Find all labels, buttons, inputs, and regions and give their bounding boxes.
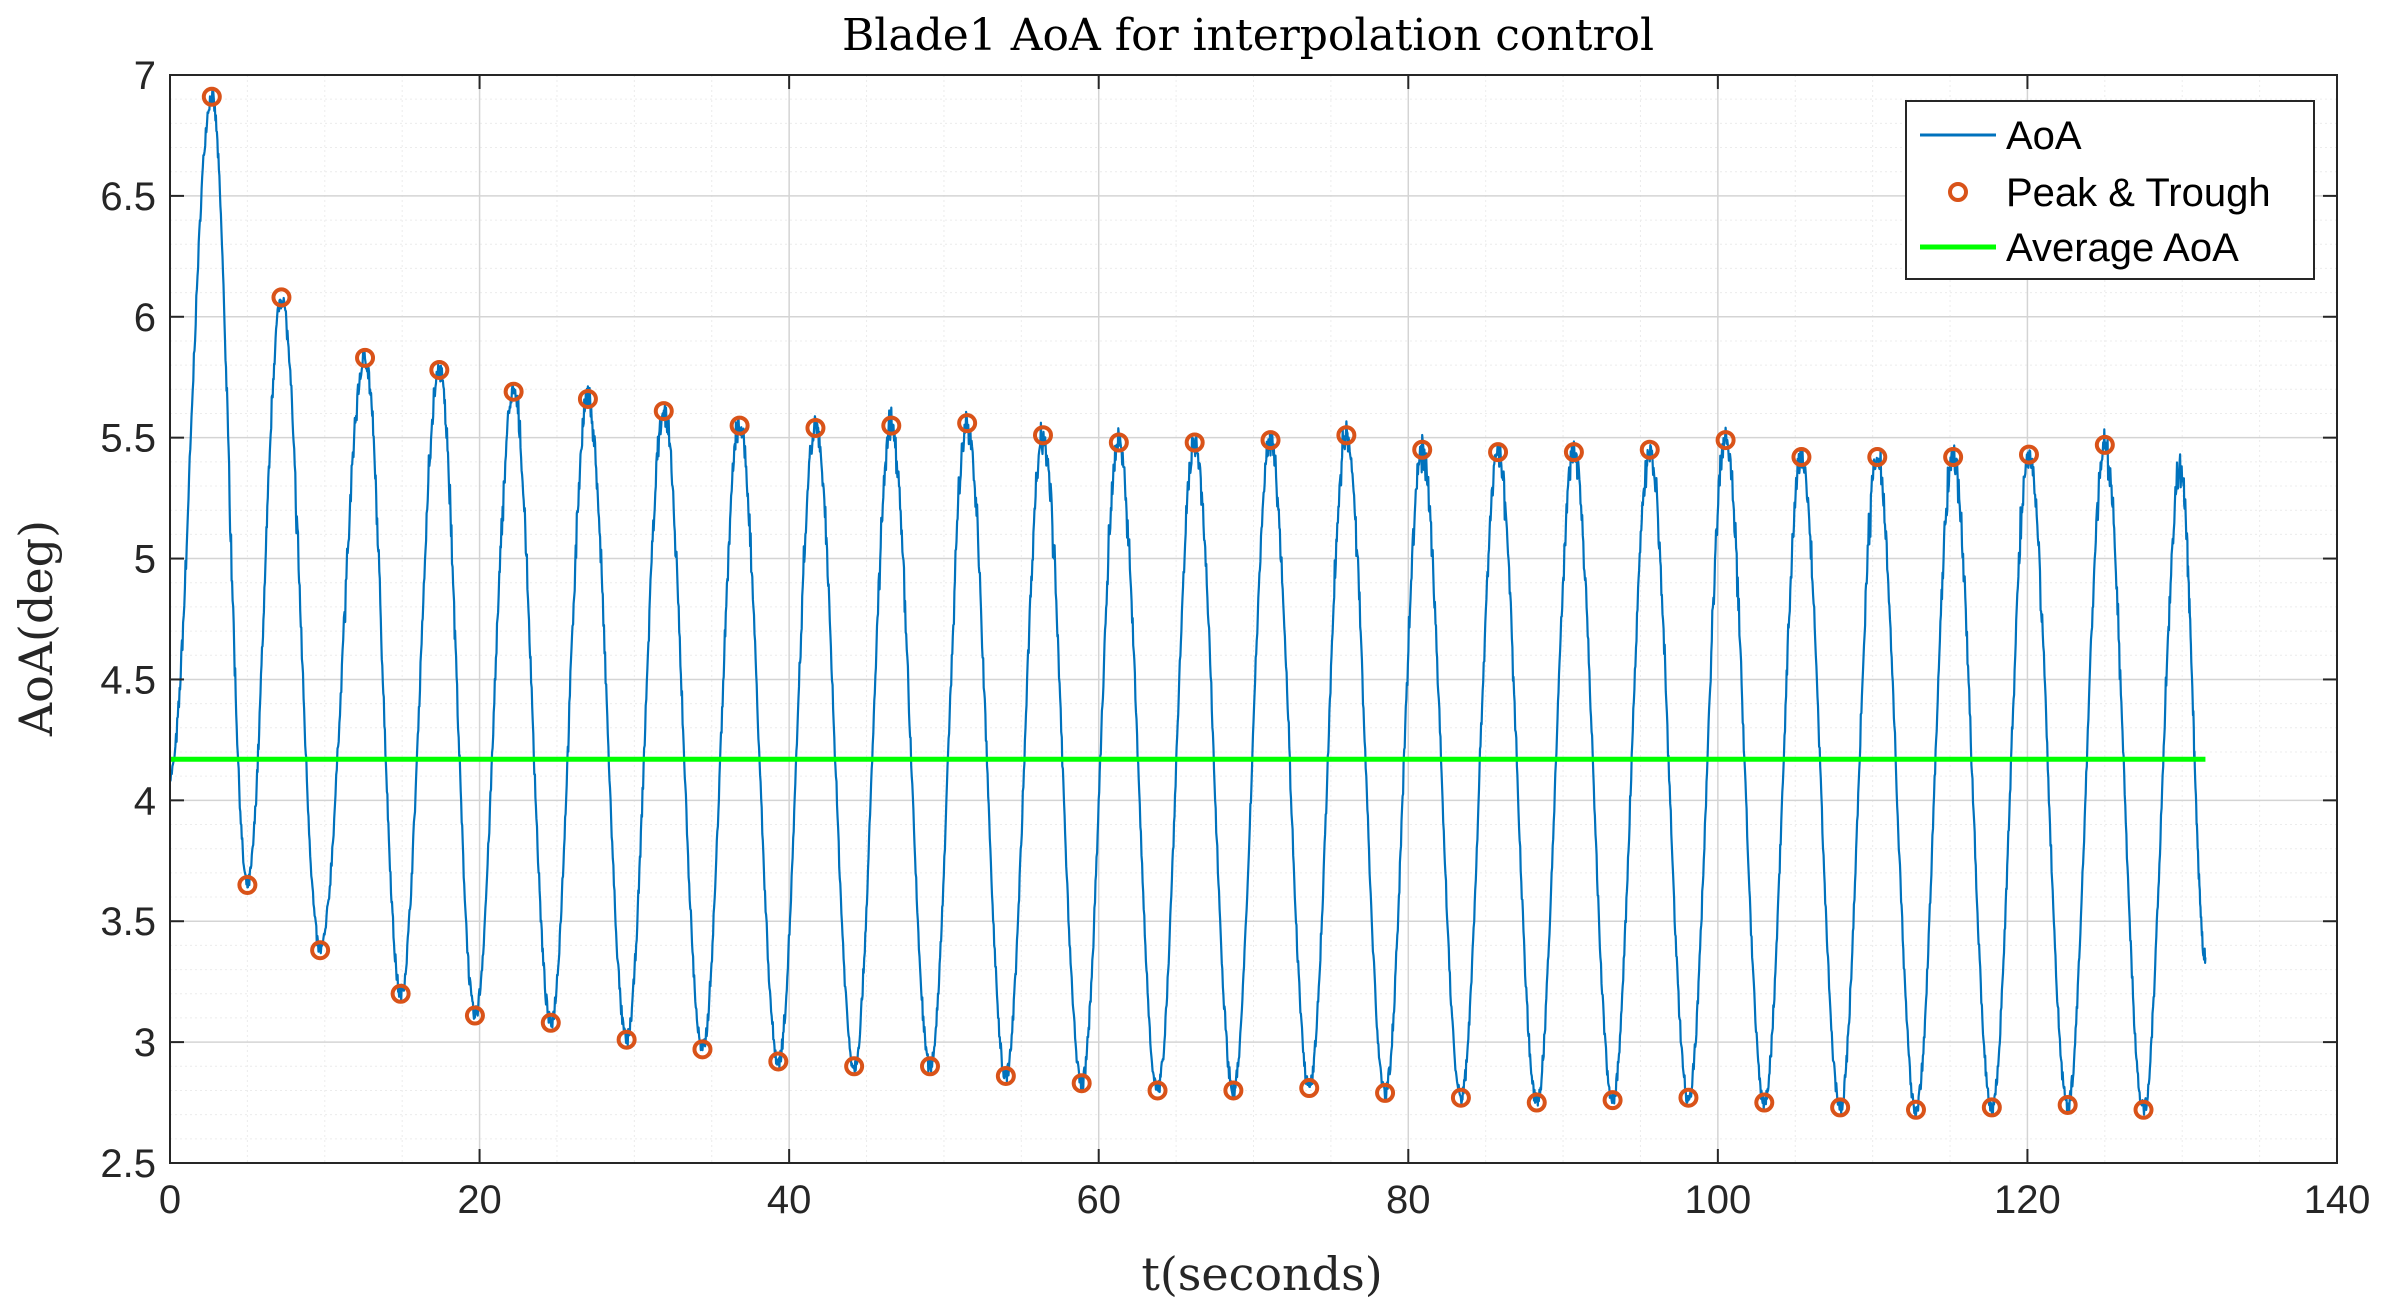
trough-marker xyxy=(616,1029,637,1050)
trough-marker xyxy=(1375,1082,1396,1103)
x-tick-label: 60 xyxy=(1076,1178,1121,1222)
trough-marker xyxy=(995,1065,1016,1086)
peak-marker xyxy=(271,287,292,308)
legend: AoA Peak & Trough Average AoA xyxy=(1905,100,2315,280)
peak-marker xyxy=(1032,425,1053,446)
peak-marker xyxy=(805,417,826,438)
peak-marker xyxy=(653,401,674,422)
trough-marker xyxy=(2057,1094,2078,1115)
series-layer xyxy=(168,86,2207,1120)
x-axis-label: t(seconds) xyxy=(1141,1247,1382,1301)
tick-labels: 0 20 40 60 80 100 120 140 2.5 3 3.5 4 4.5 5 5.5 6 6.5 7 xyxy=(100,54,2370,1222)
ticks xyxy=(169,74,2338,1164)
peak-marker xyxy=(729,415,750,436)
trough-marker xyxy=(1071,1073,1092,1094)
y-tick-label: 4.5 xyxy=(100,658,156,702)
y-tick-label: 5.5 xyxy=(100,417,156,461)
x-tick-label: 0 xyxy=(159,1178,181,1222)
peak-marker xyxy=(429,359,450,380)
y-tick-label: 6 xyxy=(134,296,156,340)
trough-marker xyxy=(1602,1090,1623,1111)
peak-marker xyxy=(1488,442,1509,463)
trough-marker xyxy=(1450,1087,1471,1108)
trough-marker xyxy=(1299,1078,1320,1099)
y-tick-label: 3 xyxy=(134,1021,156,1065)
legend-peak-trough-marker xyxy=(1948,182,1968,202)
chart-title: Blade1 AoA for interpolation control xyxy=(842,10,1654,61)
x-tick-label: 140 xyxy=(2304,1178,2371,1222)
peak-marker xyxy=(201,86,222,107)
trough-marker xyxy=(540,1012,561,1033)
y-tick-label: 7 xyxy=(134,54,156,98)
legend-average-label: Average AoA xyxy=(2006,226,2239,270)
axes-box xyxy=(169,74,2338,1164)
peak-marker xyxy=(1943,447,1964,468)
peak-marker xyxy=(1184,432,1205,453)
trough-marker xyxy=(1981,1097,2002,1118)
y-tick-label: 6.5 xyxy=(100,175,156,219)
x-tick-label: 80 xyxy=(1386,1178,1431,1222)
trough-marker xyxy=(237,874,258,895)
trough-marker xyxy=(1830,1097,1851,1118)
trough-marker xyxy=(1223,1080,1244,1101)
x-tick-label: 100 xyxy=(1684,1178,1751,1222)
peak-marker xyxy=(881,415,902,436)
trough-marker xyxy=(1754,1092,1775,1113)
peak-marker xyxy=(1867,447,1888,468)
trough-marker xyxy=(390,983,411,1004)
peak-marker xyxy=(2094,434,2115,455)
trough-marker xyxy=(768,1051,789,1072)
legend-peak-trough-label: Peak & Trough xyxy=(2006,171,2271,215)
peak-marker xyxy=(1412,439,1433,460)
peak-marker xyxy=(2018,444,2039,465)
y-axis-label: AoA(deg) xyxy=(9,520,63,737)
x-tick-label: 20 xyxy=(457,1178,502,1222)
trough-marker xyxy=(919,1056,940,1077)
peak-marker xyxy=(957,413,978,434)
x-tick-label: 40 xyxy=(767,1178,812,1222)
peak-marker xyxy=(1639,439,1660,460)
trough-marker xyxy=(310,940,331,961)
peak-marker xyxy=(1791,447,1812,468)
peak-marker xyxy=(1715,430,1736,451)
y-tick-label: 2.5 xyxy=(100,1142,156,1186)
trough-marker xyxy=(2133,1099,2154,1120)
aoa-series-line xyxy=(168,89,2207,1119)
peak-marker xyxy=(1563,442,1584,463)
peak-marker xyxy=(1108,432,1129,453)
y-tick-label: 4 xyxy=(134,779,156,823)
peak-marker xyxy=(1260,430,1281,451)
trough-marker xyxy=(464,1005,485,1026)
minor-grid xyxy=(170,75,2337,1163)
peak-marker xyxy=(355,347,376,368)
trough-marker xyxy=(844,1056,865,1077)
trough-marker xyxy=(1526,1092,1547,1113)
legend-aoa-label: AoA xyxy=(2006,114,2082,158)
peak-marker xyxy=(503,381,524,402)
x-tick-label: 120 xyxy=(1994,1178,2061,1222)
trough-marker xyxy=(1905,1099,1926,1120)
y-tick-label: 5 xyxy=(134,538,156,582)
peak-marker xyxy=(577,388,598,409)
peak-marker xyxy=(1336,425,1357,446)
trough-marker xyxy=(1147,1080,1168,1101)
trough-marker xyxy=(692,1039,713,1060)
trough-marker xyxy=(1678,1087,1699,1108)
y-tick-label: 3.5 xyxy=(100,900,156,944)
